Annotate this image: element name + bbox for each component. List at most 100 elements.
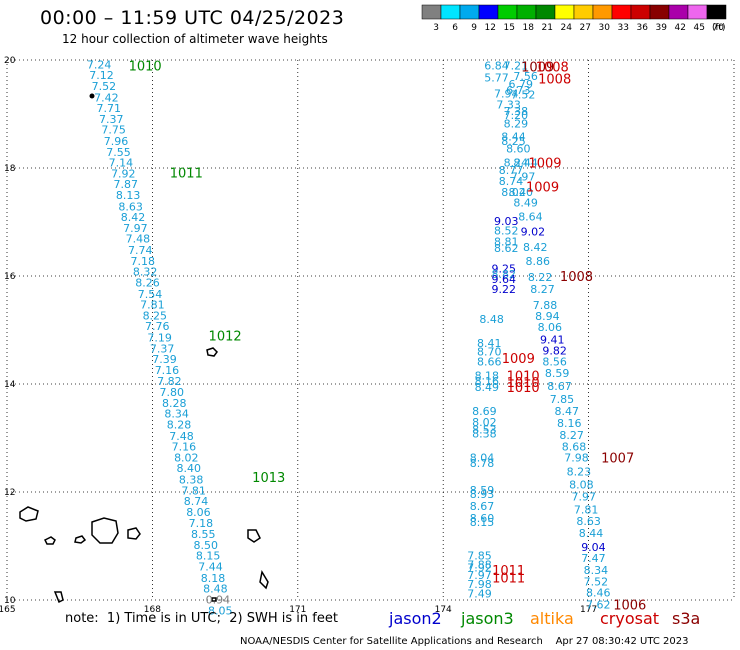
swh-label: 8.86 (525, 255, 550, 268)
swh-label: 8.69 (472, 405, 497, 418)
swh-label: 7.97 (123, 222, 148, 235)
coastline-islands (19, 93, 269, 604)
swh-label: 9.02 (521, 226, 546, 239)
time-label: 1006 (613, 598, 646, 613)
swh-label: 8.18 (201, 572, 226, 585)
x-tick-label: 171 (289, 605, 306, 615)
swh-label: 8.40 (508, 186, 533, 199)
footer-note: note: 1) Time is in UTC; 2) SWH is in fe… (65, 611, 338, 626)
swh-label: 8.02 (501, 186, 526, 199)
x-tick-label: 177 (580, 605, 597, 615)
time-label: 1013 (252, 471, 285, 486)
swh-label: 7.97 (572, 490, 597, 503)
swh-label: 9.04 (581, 541, 606, 554)
swh-label: 8.59 (545, 367, 570, 380)
swh-label: 8.38 (472, 428, 497, 441)
swh-label: 7.20 (504, 109, 529, 122)
footer-credit: NOAA/NESDIS Center for Satellite Applica… (240, 636, 689, 647)
swh-label: 8.15 (470, 516, 495, 529)
swh-label: 7.85 (550, 393, 575, 406)
swh-label: 8.81 (494, 235, 519, 248)
swh-label: 7.47 (581, 552, 606, 565)
swh-label: 8.47 (555, 405, 580, 418)
swh-label: 9.64 (492, 273, 517, 286)
legend-swatch (516, 4, 537, 20)
legend-label: 30 (599, 23, 611, 33)
swh-label: 7.98 (467, 578, 492, 591)
time-label: 1011 (492, 564, 525, 579)
legend-swatch (592, 4, 613, 20)
legend-label: 45 (694, 23, 705, 33)
time-label: 1007 (601, 451, 634, 466)
swh-label: 8.38 (179, 474, 204, 487)
swh-label: 8.34 (584, 564, 609, 577)
swh-label: 7.14 (109, 157, 134, 170)
swh-label: 7.62 (586, 598, 611, 611)
swh-marks: 7.247.127.527.427.717.377.757.967.557.14… (87, 58, 647, 617)
swh-label: 8.67 (470, 500, 495, 513)
swh-label: 8.82 (492, 268, 517, 281)
swh-label: 8.27 (530, 283, 555, 296)
swh-label: 8.25 (501, 135, 526, 148)
time-label: 1009 (526, 180, 559, 195)
chart-subtitle: 12 hour collection of altimeter wave hei… (62, 32, 328, 46)
legend-label: 70 (713, 23, 725, 33)
swh-label: 7.82 (157, 375, 182, 388)
swh-label: 9.82 (542, 345, 567, 358)
color-legend: 3 6 9 12 15 18 21 24 27 30 33 36 39 42 45 70(ft) (421, 4, 727, 33)
swh-label: 8.41 (477, 337, 502, 350)
satellite-cryosat: cryosat (600, 609, 660, 628)
swh-label: 7.52 (92, 80, 117, 93)
swh-label: 8.64 (518, 211, 543, 224)
swh-label: 7.56 (513, 70, 538, 83)
swh-label: 8.44 (579, 527, 604, 540)
legend-label: 42 (675, 23, 686, 33)
swh-label: 8.77 (499, 164, 524, 177)
swh-label: 7.88 (533, 299, 558, 312)
swh-label: 8.56 (542, 355, 567, 368)
swh-label: 8.44 (513, 157, 538, 170)
time-label: 1009 (528, 157, 561, 172)
swh-label: 7.44 (198, 561, 223, 574)
swh-label: 8.78 (470, 457, 495, 470)
legend-label: 9 (471, 23, 477, 33)
time-label: 1008 (560, 270, 593, 285)
swh-label: 9.22 (492, 283, 517, 296)
swh-label: 7.16 (155, 364, 180, 377)
swh-label: 7.80 (160, 386, 185, 399)
swh-label: 8.40 (177, 462, 202, 475)
legend-swatch (535, 4, 556, 20)
swh-label: 0.94 (206, 593, 231, 606)
swh-label: 7.88 (467, 558, 492, 571)
swh-label: 8.22 (528, 271, 553, 284)
x-tick-label: 168 (144, 605, 161, 615)
swh-label: 7.33 (496, 98, 521, 111)
swh-label: 7.39 (152, 353, 177, 366)
swh-label: 8.48 (479, 313, 504, 326)
swh-label: 7.85 (467, 550, 492, 563)
swh-label: 8.05 (208, 604, 233, 617)
swh-label: 8.24 (504, 157, 529, 170)
swh-label: 6.79 (508, 78, 533, 91)
swh-label: 7.87 (113, 178, 138, 191)
time-label: 1010 (129, 59, 162, 74)
legend-unit: (ft) (712, 23, 726, 33)
x-tick-label: 165 (0, 605, 16, 615)
swh-label: 7.49 (467, 588, 492, 601)
swh-label: 8.34 (164, 408, 189, 421)
legend-label: 33 (618, 23, 629, 33)
legend-swatch (706, 4, 727, 20)
legend-swatch (554, 4, 575, 20)
legend-label: 24 (561, 23, 573, 33)
swh-label: 7.94 (494, 87, 519, 100)
time-label: 1009 (502, 352, 535, 367)
swh-label: 7.21 (504, 59, 529, 72)
swh-label: 6.73 (506, 84, 531, 97)
swh-label: 7.96 (104, 135, 129, 148)
legend-swatch (440, 4, 461, 20)
swh-label: 8.15 (196, 550, 221, 563)
swh-label: 8.62 (494, 242, 519, 255)
swh-label: 7.42 (94, 91, 119, 104)
legend-label: 39 (656, 23, 668, 33)
